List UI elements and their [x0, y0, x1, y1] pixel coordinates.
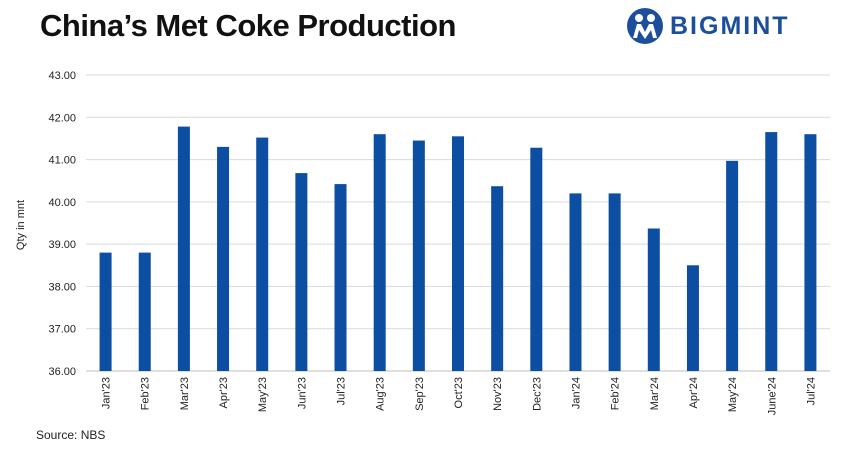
x-tick-label: Oct'23 — [453, 377, 465, 408]
bar — [686, 265, 699, 371]
x-tick-label: Mar'23 — [179, 377, 191, 410]
x-tick-label: Jul'23 — [336, 377, 348, 405]
bars — [99, 126, 817, 372]
bar — [608, 193, 621, 371]
x-tick-label: Feb'24 — [610, 377, 622, 410]
bar — [491, 186, 504, 371]
bar — [256, 137, 269, 371]
x-tick-label: Mar'24 — [649, 377, 661, 410]
y-tick-label: 43.00 — [48, 70, 76, 82]
source-note: Source: NBS — [36, 428, 106, 442]
x-tick-label: Aug'23 — [375, 377, 387, 411]
y-tick-label: 40.00 — [48, 197, 76, 209]
bar — [99, 252, 112, 371]
chart-title: China’s Met Coke Production — [40, 8, 456, 43]
bar — [726, 160, 739, 371]
y-tick-label: 42.00 — [48, 112, 76, 124]
x-tick-label: Apr'24 — [688, 377, 700, 408]
x-tick-label: May'24 — [727, 377, 739, 412]
x-tick-label: Jan'23 — [101, 377, 113, 409]
brand-logo: BIGMINT — [626, 6, 790, 46]
bar — [804, 134, 817, 371]
x-tick-label: Jun'23 — [296, 377, 308, 409]
x-tick-label: Sep'23 — [414, 377, 426, 411]
bar — [334, 184, 347, 371]
x-tick-label: Feb'23 — [140, 377, 152, 410]
bar — [452, 136, 464, 371]
bar — [530, 147, 543, 371]
bar — [569, 193, 582, 371]
x-axis-ticks: Jan'23 Feb'23 Mar'23 Apr'23 May'23 Jun'23 Jul'… — [101, 377, 818, 415]
x-tick-label: Apr'23 — [218, 377, 230, 408]
bar — [177, 126, 190, 372]
bar — [765, 132, 778, 371]
y-tick-label: 37.00 — [48, 324, 76, 336]
x-tick-label: June'24 — [766, 377, 778, 415]
bar — [217, 146, 230, 371]
bar — [138, 252, 151, 371]
x-tick-label: Dec'23 — [531, 377, 543, 411]
x-tick-label: Jan'24 — [570, 377, 582, 409]
bar — [373, 134, 386, 371]
bar — [647, 228, 660, 371]
y-tick-label: 36.00 — [48, 366, 76, 378]
bar — [295, 173, 308, 371]
bigmint-logo-icon — [627, 8, 663, 44]
y-tick-label: 41.00 — [48, 155, 76, 167]
y-axis-title: Qty in mnt — [15, 200, 27, 250]
x-tick-label: Nov'23 — [492, 377, 504, 411]
x-tick-label: Jul'24 — [805, 377, 817, 405]
y-axis-ticks: 36.00 37.00 38.00 39.00 40.00 41.00 42.00 43.00 — [48, 70, 76, 378]
y-tick-label: 38.00 — [48, 281, 76, 293]
bar — [412, 140, 425, 371]
x-tick-label: May'23 — [257, 377, 269, 412]
y-tick-label: 39.00 — [48, 239, 76, 251]
brand-name: BIGMINT — [670, 11, 790, 40]
